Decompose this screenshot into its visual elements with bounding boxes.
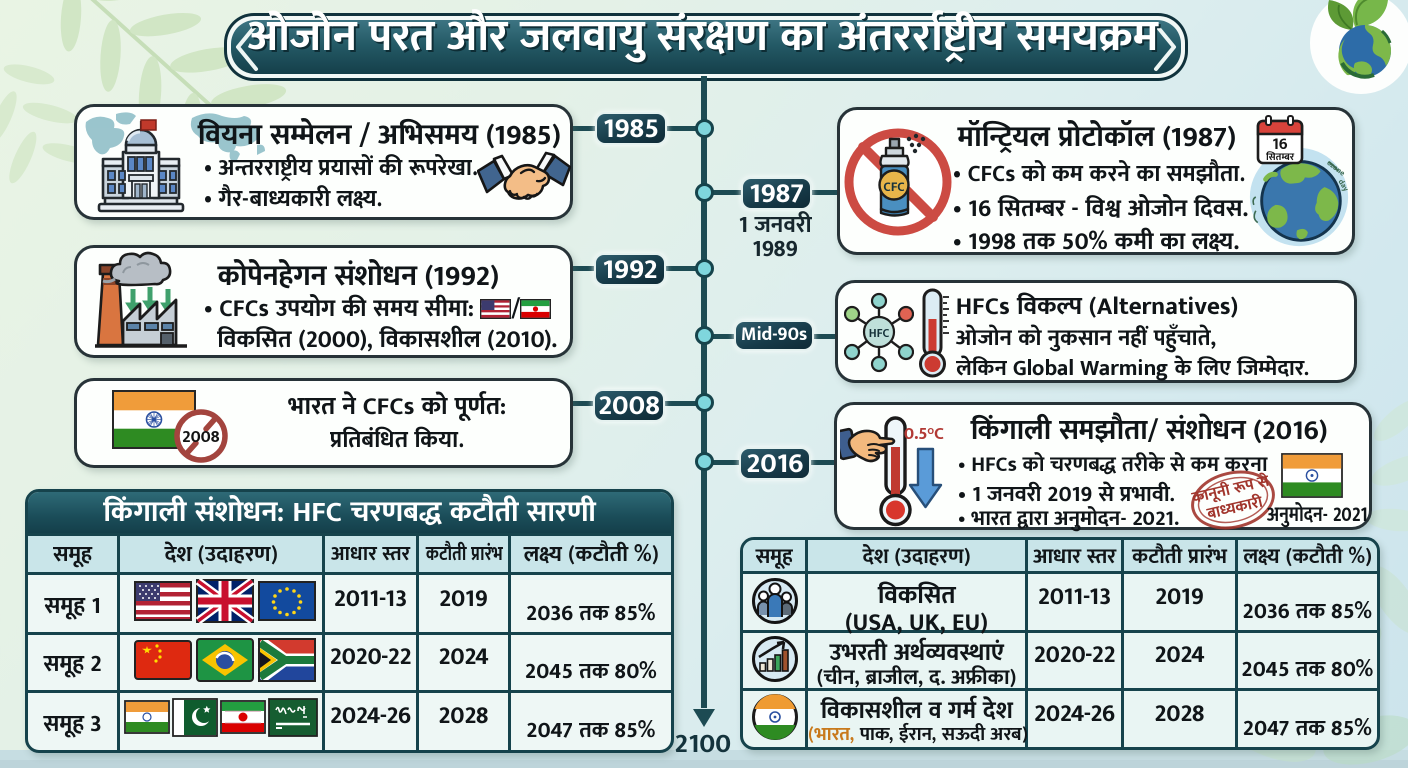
svg-text:16: 16 (1272, 131, 1288, 158)
svg-text:CFC: CFC (883, 176, 905, 198)
svg-text:0.5°C: 0.5°C (904, 420, 944, 449)
svg-text:HFC: HFC (869, 324, 890, 344)
svg-text:सितम्बर: सितम्बर (1266, 150, 1295, 166)
svg-text:2008: 2008 (182, 424, 219, 452)
